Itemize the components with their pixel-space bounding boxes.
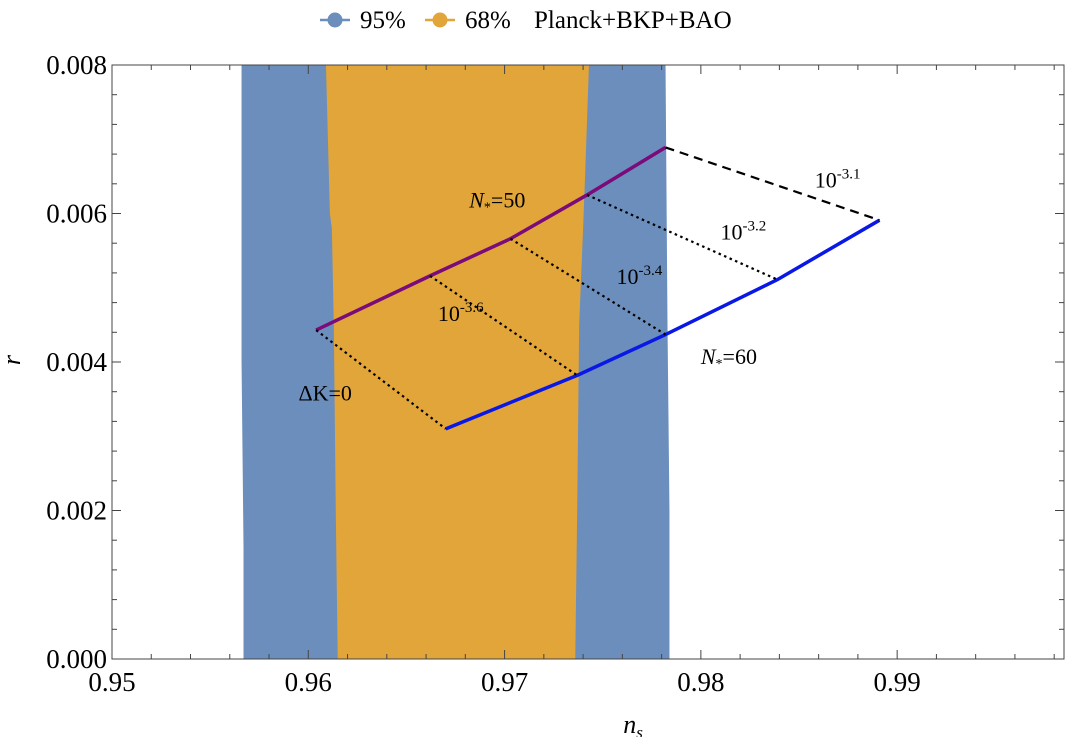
confidence-regions (241, 65, 670, 659)
annotations: N*=50 N*=60 ΔK=0 10-3.6 10-3.4 10-3.2 10-3.1 (298, 167, 860, 406)
lev31-label: 10-3.1 (815, 167, 861, 193)
axis-titles: ns r (0, 354, 643, 737)
legend-label: 95% (360, 7, 406, 34)
series-line-6 (665, 146, 880, 222)
y-tick-label: 0.002 (46, 496, 107, 526)
lev36-label: 10-3.6 (438, 300, 484, 326)
legend-swatch-marker (432, 12, 448, 28)
lev32-label: 10-3.2 (720, 218, 766, 244)
legend-suffix: Planck+BKP+BAO (534, 7, 732, 34)
dk0-label: ΔK=0 (298, 381, 351, 406)
legend-label: 68% (465, 7, 511, 34)
model-curves (315, 145, 881, 431)
series-line-5 (586, 193, 778, 281)
x-tick-label: 0.95 (88, 667, 135, 697)
legend: 95% 68% Planck+BKP+BAO (320, 7, 732, 34)
region-1 (325, 65, 589, 659)
x-tick-label: 0.96 (285, 667, 332, 697)
x-axis-title: ns (623, 710, 643, 737)
y-tick-label: 0.006 (46, 199, 107, 229)
axis-ticks: 0.95 0.96 0.97 0.98 0.99 0.000 0.002 0.004 0.006… (46, 50, 1064, 697)
y-tick-label: 0.004 (46, 347, 107, 377)
n50-label: N*=50 (468, 188, 525, 216)
series-line-4 (509, 237, 667, 336)
y-axis-title: r (0, 354, 26, 365)
y-tick-label: 0.000 (46, 644, 107, 674)
lev34-label: 10-3.4 (616, 263, 662, 289)
n60-label: N*=60 (700, 344, 757, 372)
x-tick-label: 0.99 (874, 667, 921, 697)
y-tick-label: 0.008 (46, 50, 107, 80)
x-tick-label: 0.98 (677, 667, 724, 697)
legend-swatch-marker (327, 12, 343, 28)
x-tick-label: 0.97 (481, 667, 528, 697)
